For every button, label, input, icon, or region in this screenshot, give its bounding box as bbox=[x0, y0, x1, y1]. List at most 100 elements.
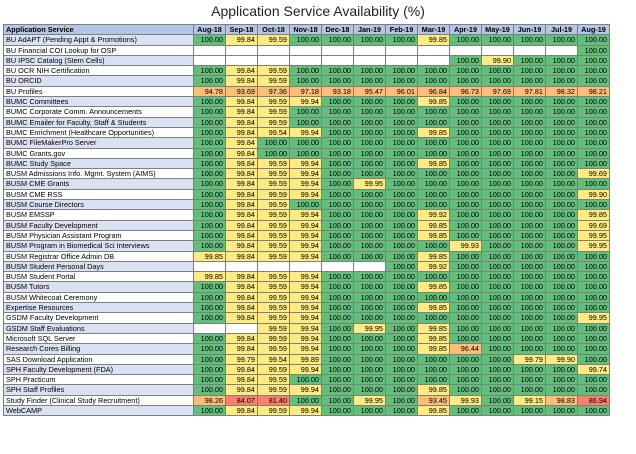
availability-cell: 100.00 bbox=[449, 96, 482, 108]
availability-cell: 100.00 bbox=[481, 332, 514, 345]
table-row: SPH Faculty Development (FDA) 100.00 99.84… bbox=[3, 363, 610, 376]
availability-cell: 100.00 bbox=[193, 374, 226, 386]
availability-cell: 100.00 bbox=[353, 353, 386, 365]
availability-cell: 100.00 bbox=[481, 250, 514, 262]
availability-cell: 100.00 bbox=[481, 219, 514, 231]
availability-cell: 99.93 bbox=[449, 394, 482, 406]
availability-cell: 100.00 bbox=[481, 178, 514, 190]
availability-cell: 100.00 bbox=[385, 147, 418, 159]
table-row: Research Cores Billing 100.00 99.84 99.59 99… bbox=[3, 343, 610, 355]
availability-cell: 84.07 bbox=[225, 394, 258, 406]
availability-cell: 100.00 bbox=[481, 363, 514, 376]
availability-cell: 99.59 bbox=[257, 384, 290, 396]
availability-cell: 100.00 bbox=[449, 209, 482, 221]
availability-cell: 100.00 bbox=[417, 353, 450, 365]
availability-cell: 100.00 bbox=[449, 65, 482, 77]
availability-cell: 100.00 bbox=[353, 96, 386, 108]
availability-cell: 99.59 bbox=[257, 302, 290, 314]
availability-cell: 100.00 bbox=[321, 291, 354, 304]
availability-cell: 99.59 bbox=[257, 209, 290, 221]
availability-cell: 100.00 bbox=[193, 65, 226, 77]
column-header-month: Feb-19 bbox=[385, 23, 418, 36]
availability-cell: 99.94 bbox=[289, 312, 322, 324]
availability-cell: 100.00 bbox=[577, 137, 610, 149]
availability-cell: 100.00 bbox=[545, 157, 578, 170]
availability-cell: 99.84 bbox=[225, 209, 258, 221]
availability-cell: 100.00 bbox=[481, 404, 514, 417]
availability-cell: 99.85 bbox=[417, 250, 450, 262]
table-row: Study Finder (Clinical Study Recruitment… bbox=[3, 394, 610, 406]
availability-cell: 100.00 bbox=[353, 126, 386, 139]
availability-cell: 93.69 bbox=[225, 85, 258, 98]
availability-cell: 100.00 bbox=[545, 404, 578, 417]
availability-cell: 99.84 bbox=[225, 75, 258, 87]
availability-cell: 100.00 bbox=[353, 404, 386, 417]
availability-cell: 100.00 bbox=[513, 343, 546, 355]
availability-cell: 100.00 bbox=[449, 260, 482, 273]
availability-cell: 99.92 bbox=[417, 260, 450, 273]
availability-cell: 100.00 bbox=[385, 404, 418, 417]
availability-cell: 100.00 bbox=[481, 147, 514, 159]
availability-cell: 99.84 bbox=[225, 116, 258, 128]
column-header-month: Jan-19 bbox=[353, 23, 386, 36]
availability-cell: 100.00 bbox=[385, 312, 418, 324]
service-name-cell: SPH Faculty Development (FDA) bbox=[3, 363, 194, 376]
table-row: BUSM Registrar Office Admin DB 99.85 99.84… bbox=[3, 250, 610, 262]
availability-cell: 100.00 bbox=[481, 106, 514, 118]
availability-cell bbox=[449, 44, 482, 56]
availability-cell: 100.00 bbox=[385, 126, 418, 139]
availability-cell: 100.00 bbox=[353, 137, 386, 149]
availability-cell: 99.59 bbox=[257, 199, 290, 211]
availability-cell: 100.00 bbox=[449, 229, 482, 242]
service-name-cell: BUSM Admissions Info. Mgmt. System (AIMS… bbox=[3, 168, 194, 180]
availability-cell: 100.00 bbox=[193, 240, 226, 252]
availability-cell: 100.00 bbox=[353, 116, 386, 128]
availability-cell: 100.00 bbox=[353, 229, 386, 242]
service-name-cell: GSDM Staff Evaluations bbox=[3, 322, 194, 334]
availability-cell: 99.85 bbox=[417, 229, 450, 242]
availability-cell: 100.00 bbox=[417, 178, 450, 190]
availability-cell: 100.00 bbox=[385, 240, 418, 252]
table-row: BUSM CME RSS 100.00 99.84 99.59 99.94 100.00 1… bbox=[3, 188, 610, 201]
availability-cell: 99.84 bbox=[225, 219, 258, 231]
availability-cell: 100.00 bbox=[321, 229, 354, 242]
availability-cell: 100.00 bbox=[449, 157, 482, 170]
availability-cell: 99.84 bbox=[225, 240, 258, 252]
availability-cell: 100.00 bbox=[193, 126, 226, 139]
table-row: SPH Staff Profiles 100.00 99.84 99.59 99.94 1… bbox=[3, 384, 610, 396]
availability-cell: 100.00 bbox=[417, 106, 450, 118]
availability-cell: 100.00 bbox=[321, 178, 354, 190]
availability-cell: 100.00 bbox=[193, 209, 226, 221]
availability-cell: 100.00 bbox=[545, 343, 578, 355]
table-row: Microsoft SQL Server 100.00 99.84 99.59 99.9… bbox=[3, 332, 610, 345]
availability-cell: 100.00 bbox=[385, 199, 418, 211]
column-header-month: Nov-18 bbox=[289, 23, 322, 36]
table-row: BUSM Faculty Development 100.00 99.84 99.59… bbox=[3, 219, 610, 231]
service-name-cell: Expertise Resources bbox=[3, 302, 194, 314]
availability-cell: 100.00 bbox=[481, 116, 514, 128]
availability-cell: 97.81 bbox=[513, 85, 546, 98]
availability-cell bbox=[225, 44, 258, 56]
availability-cell: 100.00 bbox=[353, 199, 386, 211]
availability-cell: 100.00 bbox=[321, 312, 354, 324]
availability-cell: 100.00 bbox=[577, 199, 610, 211]
availability-cell: 100.00 bbox=[449, 250, 482, 262]
availability-cell: 100.00 bbox=[417, 312, 450, 324]
availability-cell: 99.85 bbox=[193, 271, 226, 283]
availability-cell: 94.78 bbox=[193, 85, 226, 98]
availability-cell: 100.00 bbox=[545, 188, 578, 201]
service-name-cell: BU Profiles bbox=[3, 85, 194, 98]
availability-cell: 100.00 bbox=[545, 137, 578, 149]
availability-cell: 99.84 bbox=[225, 168, 258, 180]
service-name-cell: Research Cores Billing bbox=[3, 343, 194, 355]
availability-cell: 100.00 bbox=[385, 188, 418, 201]
availability-cell: 100.00 bbox=[385, 250, 418, 262]
availability-cell: 100.00 bbox=[481, 126, 514, 139]
availability-cell: 100.00 bbox=[449, 188, 482, 201]
availability-cell: 100.00 bbox=[481, 281, 514, 293]
availability-cell: 100.00 bbox=[545, 126, 578, 139]
availability-cell: 100.00 bbox=[577, 404, 610, 417]
availability-cell: 81.40 bbox=[257, 394, 290, 406]
availability-cell: 100.00 bbox=[513, 384, 546, 396]
availability-cell: 99.90 bbox=[481, 54, 514, 67]
